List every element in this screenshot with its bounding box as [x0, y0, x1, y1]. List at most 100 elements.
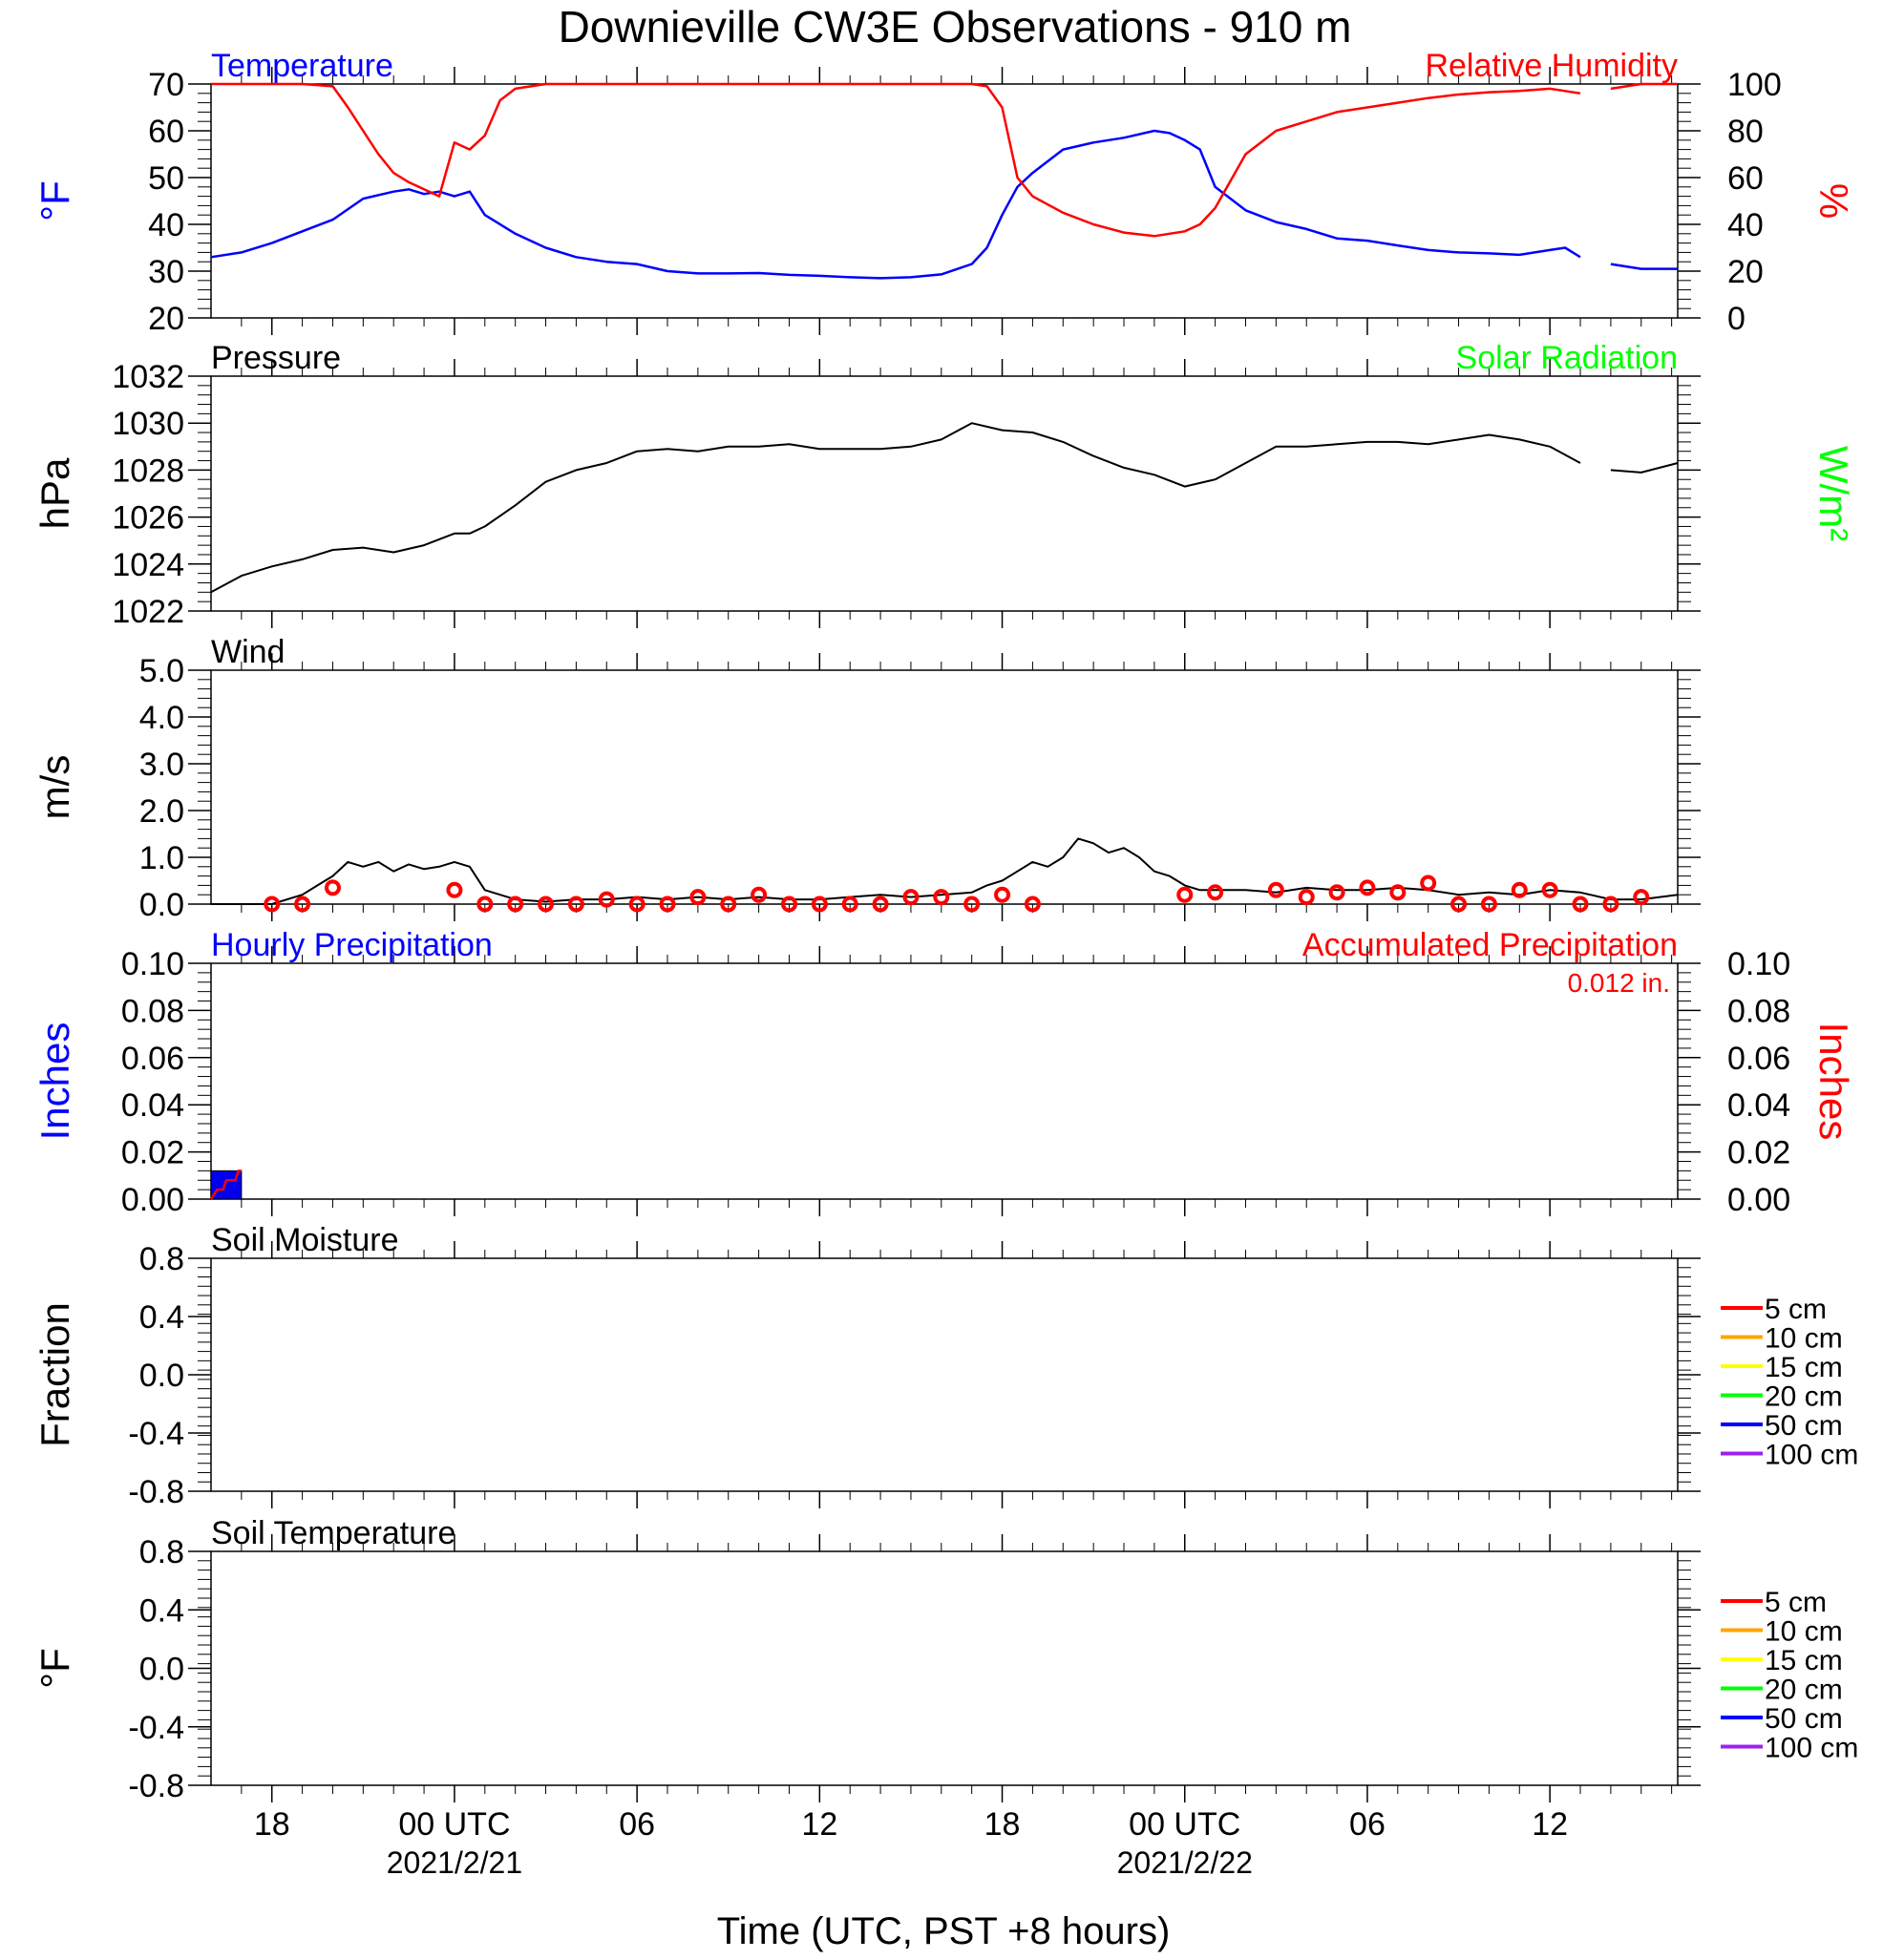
y-ticks-left: 1032 1030 1028 1026 1024 1022 [112, 359, 211, 630]
y-tick-label: 60 [148, 114, 184, 150]
x-date-label: 2021/2/22 [1117, 1845, 1253, 1880]
series-line [211, 837, 1679, 905]
panel-title-left: Temperature [211, 48, 393, 84]
plot-frame [210, 1550, 1679, 1786]
legend-label: 50 cm [1765, 1703, 1843, 1735]
y-tick-label-right: 0.00 [1727, 1182, 1790, 1218]
legend-label: 20 cm [1765, 1675, 1843, 1706]
y-ticks-right [1678, 1257, 1701, 1492]
y-tick-label: 0.8 [139, 1241, 184, 1277]
y-tick-label: 20 [148, 301, 184, 337]
wind-marker [567, 896, 584, 913]
x-tick-label: 12 [1532, 1806, 1568, 1843]
y-axis-label-right: W/m² [1811, 446, 1856, 541]
legend-label: 50 cm [1765, 1410, 1843, 1442]
x-tick-label: 18 [254, 1806, 290, 1843]
wind-marker [324, 879, 341, 896]
wind-marker [628, 896, 645, 913]
y-tick-label-right: 0 [1727, 301, 1745, 337]
y-tick-label: 0.08 [121, 993, 184, 1029]
y-tick-label: 4.0 [139, 700, 184, 736]
legend-label: 100 cm [1765, 1733, 1858, 1764]
y-tick-label-right: 60 [1727, 160, 1764, 197]
panel-title-left: Hourly Precipitation [211, 927, 493, 963]
wind-marker [811, 896, 828, 913]
y-axis-label-left: Inches [32, 1022, 77, 1141]
x-tick-label: 00 UTC [1129, 1806, 1240, 1843]
wind-marker [538, 896, 555, 913]
wind-marker [446, 881, 463, 898]
wind-marker [1024, 896, 1041, 913]
minor-ticks [198, 972, 1691, 1191]
accumulated-total-label: 0.012 in. [1568, 968, 1670, 998]
wind-marker [264, 896, 281, 913]
y-tick-label: 0.0 [139, 1358, 184, 1394]
y-ticks-right [1678, 375, 1701, 612]
wind-marker [1633, 889, 1650, 906]
y-axis-label-left: hPa [32, 457, 77, 529]
x-ticks [241, 1241, 1673, 1508]
y-ticks-right: 0.10 0.08 0.06 0.04 0.02 0.00 [1678, 946, 1790, 1218]
series-wind-speed [211, 837, 1679, 905]
y-ticks-left: 5.0 4.0 3.0 2.0 1.0 0.0 [139, 653, 211, 923]
panel-title-right: Relative Humidity [1425, 48, 1678, 84]
y-tick-label: 70 [148, 67, 184, 103]
wind-marker [476, 896, 494, 913]
x-axis-label: Time (UTC, PST +8 hours) [717, 1910, 1171, 1952]
y-tick-label: 1026 [112, 500, 184, 537]
wind-marker [1207, 884, 1224, 901]
minor-ticks [198, 385, 1691, 602]
wind-marker [720, 896, 737, 913]
wind-marker [1450, 896, 1468, 913]
plot-frame [210, 375, 1679, 612]
legend-label: 15 cm [1765, 1645, 1843, 1676]
y-tick-label: -0.4 [128, 1710, 184, 1746]
x-axis: 18 00 UTC 06 12 18 00 UTC 06 12 2021/2/21 2021/2/… [254, 1806, 1568, 1880]
panel-soil_moisture: 0.8 0.4 0.0 -0.4 -0.8 Soil Moisture Fraction 5 … [32, 1222, 1858, 1510]
x-tick-label: 06 [1349, 1806, 1386, 1843]
wind-marker [1328, 884, 1345, 901]
x-tick-label: 06 [619, 1806, 655, 1843]
panel-title-right: Solar Radiation [1456, 340, 1678, 376]
y-tick-label: -0.8 [128, 1768, 184, 1804]
y-tick-label: 0.04 [121, 1087, 184, 1124]
chart-title: Downieville CW3E Observations - 910 m [559, 2, 1352, 52]
y-axis-label-right: % [1811, 183, 1856, 219]
wind-marker [780, 896, 797, 913]
y-tick-label: 0.10 [121, 946, 184, 982]
x-tick-label: 18 [984, 1806, 1021, 1843]
y-tick-label: 0.06 [121, 1041, 184, 1077]
y-tick-label: 1.0 [139, 840, 184, 876]
y-tick-label: 1022 [112, 594, 184, 630]
wind-marker [963, 896, 981, 913]
y-tick-label: 1032 [112, 359, 184, 395]
y-tick-label-right: 20 [1727, 254, 1764, 290]
plot-frame [210, 83, 1679, 319]
panel-precipitation: 0.10 0.08 0.06 0.04 0.02 0.00 0.10 0.08 0.06 0.04… [32, 927, 1856, 1218]
legend-label: 10 cm [1765, 1323, 1843, 1355]
y-axis-label-left: Fraction [32, 1302, 77, 1447]
minor-ticks [198, 1267, 1691, 1483]
wind-marker [751, 886, 768, 903]
wind-marker [1511, 881, 1528, 898]
wind-marker [1420, 875, 1437, 892]
y-tick-label-right: 0.04 [1727, 1087, 1790, 1124]
y-tick-label: -0.8 [128, 1474, 184, 1510]
wind-marker [933, 889, 950, 906]
series-line [1610, 462, 1679, 474]
x-date-label: 2021/2/21 [387, 1845, 522, 1880]
wind-marker [507, 896, 524, 913]
series-line [1610, 82, 1678, 91]
x-ticks [241, 653, 1673, 921]
y-ticks-right: 100 80 60 40 20 0 [1678, 67, 1782, 337]
legend-label: 5 cm [1765, 1587, 1827, 1618]
wind-marker [841, 896, 858, 913]
legend-label: 10 cm [1765, 1616, 1843, 1648]
y-ticks-left: 0.10 0.08 0.06 0.04 0.02 0.00 [121, 946, 211, 1218]
y-tick-label: 40 [148, 207, 184, 243]
y-tick-label: 3.0 [139, 747, 184, 783]
y-ticks-left: 0.8 0.4 0.0 -0.4 -0.8 [128, 1241, 211, 1510]
y-axis-label-left: °F [32, 1648, 77, 1688]
